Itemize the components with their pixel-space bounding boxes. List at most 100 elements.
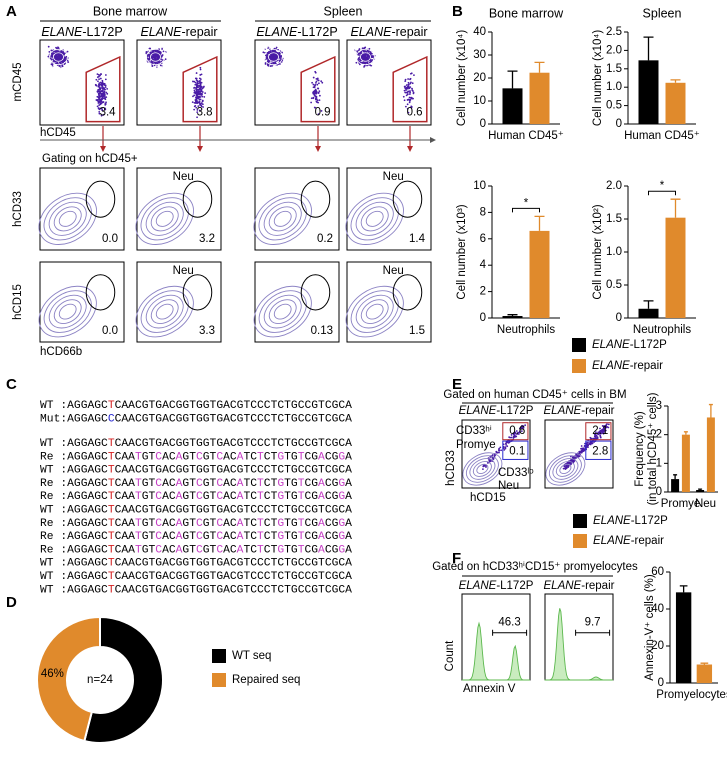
- panel-label: C: [6, 376, 17, 393]
- contour: [351, 45, 379, 69]
- event-dot: [153, 55, 156, 58]
- event-dot: [197, 97, 200, 99]
- event-dot: [148, 58, 150, 60]
- event-dot: [94, 83, 97, 86]
- event-dot: [194, 81, 197, 84]
- event-dot: [96, 76, 99, 79]
- event-dot: [316, 77, 319, 80]
- event-dot: [318, 99, 321, 102]
- event-dot: [367, 58, 369, 61]
- contour: [253, 192, 312, 245]
- contour: [268, 206, 297, 232]
- contour: [150, 206, 179, 232]
- event-dot: [161, 58, 163, 61]
- event-dot: [199, 93, 202, 96]
- event-dot: [563, 465, 566, 468]
- event-dot: [587, 444, 590, 447]
- gate-value: 0.13: [311, 325, 333, 337]
- y-tick-label: 2: [656, 429, 662, 441]
- genotype-header: ELANE-repair: [544, 580, 615, 592]
- event-dot: [154, 56, 157, 58]
- genotype-header: ELANE-repair: [140, 25, 217, 39]
- gate: [85, 180, 116, 218]
- event-dot: [98, 90, 101, 93]
- y-tick-label: 0: [616, 312, 622, 324]
- event-dot: [56, 53, 59, 56]
- event-dot: [104, 86, 107, 88]
- event-dot: [407, 86, 409, 89]
- legend-label: ELANE-L172P: [593, 515, 668, 527]
- panel-label: B: [452, 3, 463, 20]
- gate-value: 3.2: [199, 233, 215, 245]
- y-tick-label: 0: [656, 486, 662, 498]
- event-dot: [154, 58, 157, 61]
- event-dot: [195, 87, 198, 90]
- event-dot: [315, 96, 318, 99]
- contour: [140, 197, 189, 241]
- genotype-header: ELANE-repair: [544, 405, 615, 417]
- event-dot: [358, 52, 361, 55]
- y-tick-label: 10: [473, 95, 486, 107]
- panel-title: Gated on hCD33ʰⁱCD15⁺ promyelocytes: [432, 560, 638, 573]
- bar: [638, 60, 659, 124]
- event-dot: [368, 47, 371, 50]
- contour: [44, 45, 72, 69]
- event-dot: [201, 95, 204, 98]
- event-dot: [59, 56, 62, 59]
- significance-bracket: [512, 207, 540, 213]
- contour: [53, 206, 82, 232]
- event-dot: [151, 65, 154, 68]
- event-dot: [519, 426, 522, 429]
- event-dot: [272, 57, 275, 60]
- event-dot: [97, 92, 100, 95]
- event-dot: [564, 467, 566, 470]
- plot-frame: [136, 39, 222, 126]
- event-dot: [278, 51, 281, 54]
- event-dot: [196, 116, 198, 119]
- event-dot: [193, 91, 196, 94]
- event-dot: [593, 437, 596, 440]
- gate-value: 2.8: [592, 445, 608, 457]
- event-dot: [63, 53, 66, 56]
- sequence-line: WT :AGGAGCTCAACGTGACGGTGGTGACGTCCCTCTGCC…: [40, 400, 352, 412]
- event-dot: [196, 82, 199, 85]
- gate-value: 3.3: [199, 325, 215, 337]
- event-dot: [58, 61, 61, 64]
- event-dot: [195, 101, 198, 104]
- axis-label: mCD45: [12, 63, 24, 102]
- event-dot: [503, 449, 506, 451]
- contour: [135, 285, 194, 338]
- event-dot: [317, 113, 320, 116]
- contour: [259, 45, 287, 69]
- panel-label: F: [452, 550, 461, 567]
- error-bar: [534, 61, 545, 73]
- event-dot: [159, 52, 162, 55]
- error-bar: [507, 314, 518, 317]
- event-dot: [271, 56, 274, 59]
- event-dot: [158, 55, 161, 58]
- gate: [300, 55, 336, 123]
- event-dot: [196, 109, 199, 111]
- contour: [273, 210, 292, 227]
- event-dot: [506, 445, 509, 448]
- event-dot: [100, 83, 103, 86]
- plot-frame: [39, 167, 125, 251]
- event-dot: [98, 110, 101, 113]
- event-dot: [355, 61, 358, 64]
- contour: [360, 206, 389, 232]
- y-tick-label: 3: [656, 400, 662, 412]
- bar: [665, 217, 686, 318]
- event-dot: [194, 91, 197, 93]
- event-dot: [597, 431, 600, 434]
- event-dot: [50, 55, 53, 58]
- plot-frame: [346, 167, 432, 251]
- contour: [155, 210, 174, 227]
- event-dot: [504, 447, 507, 450]
- event-dot: [158, 60, 161, 63]
- axis-label: hCD45: [40, 127, 76, 139]
- y-tick-label: 0: [658, 677, 664, 689]
- event-dot: [63, 59, 65, 62]
- y-tick-label: 4: [480, 259, 487, 271]
- y-tick-label: 2.0: [606, 180, 622, 192]
- event-dot: [99, 77, 102, 80]
